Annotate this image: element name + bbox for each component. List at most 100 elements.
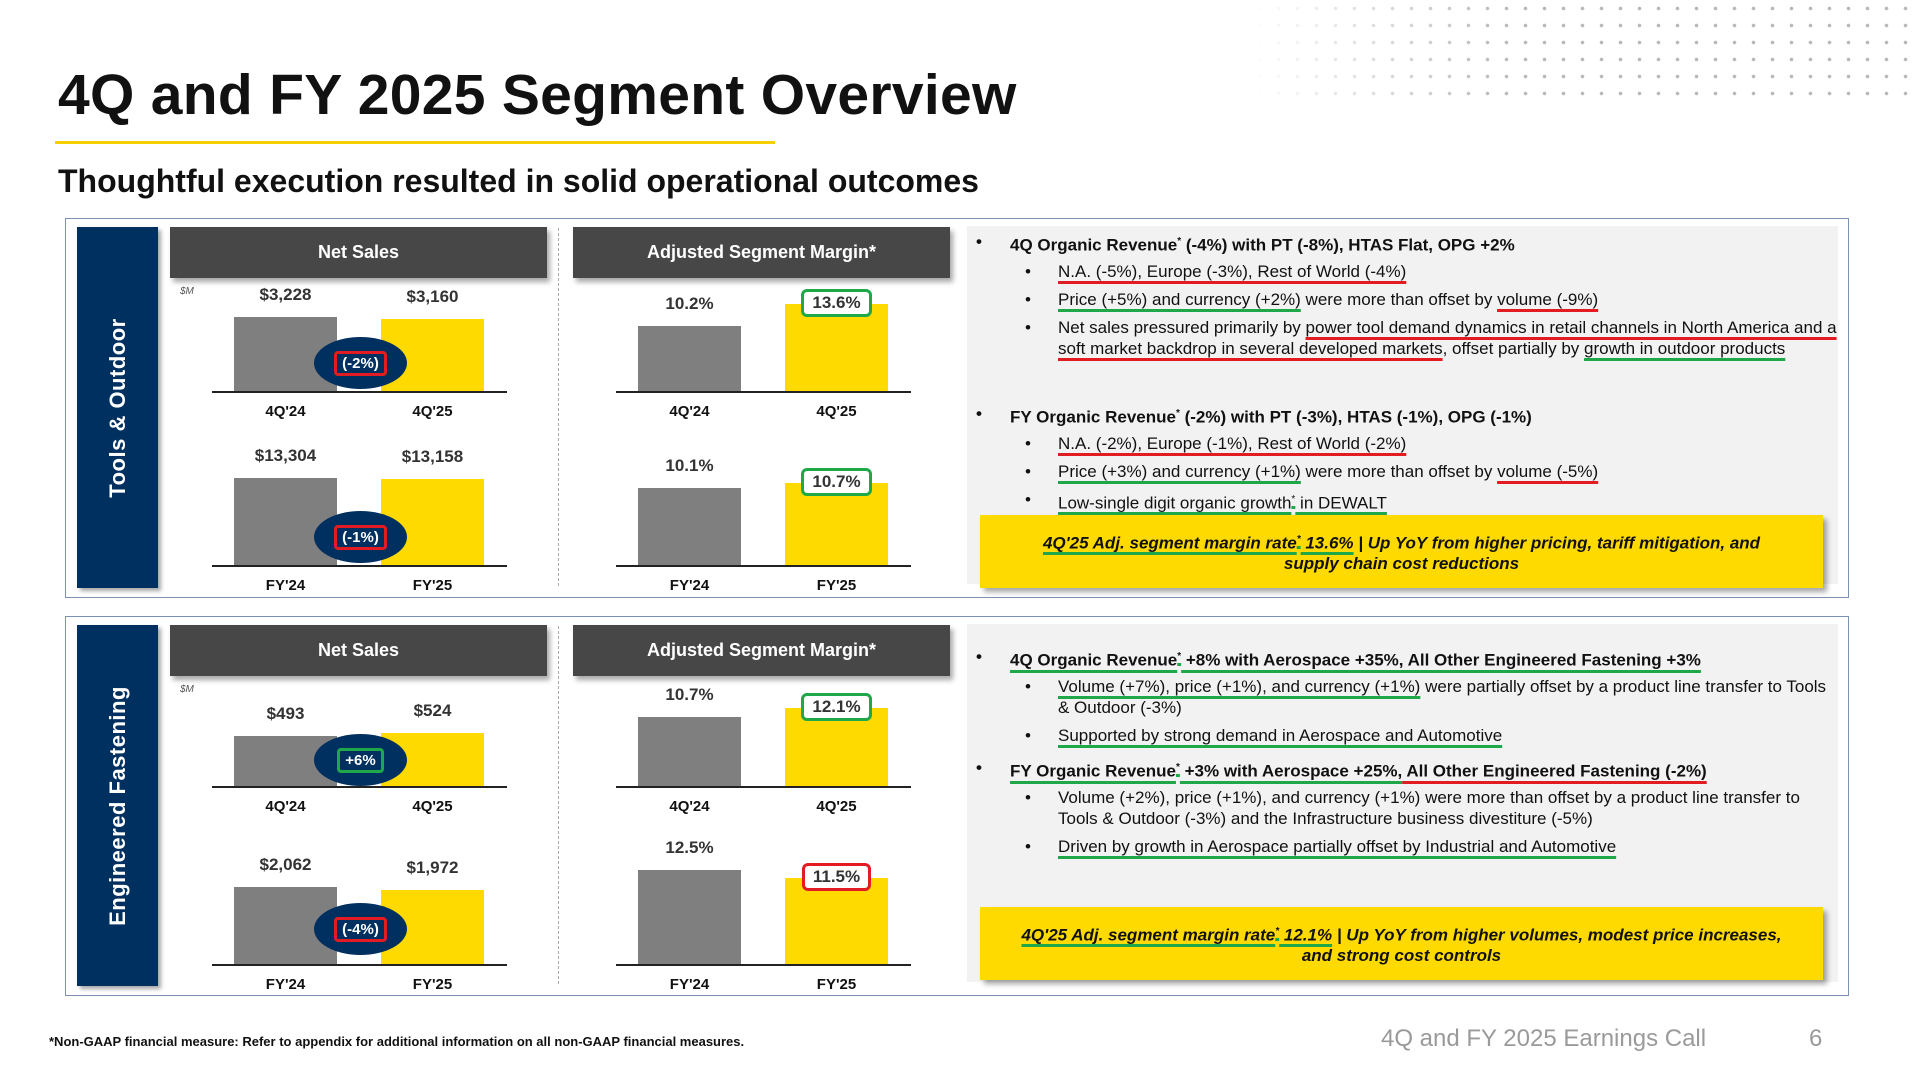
text-run: FY Organic Revenue	[1010, 407, 1176, 427]
value-label: $524	[413, 701, 452, 720]
margin-header: Adjusted Segment Margin*	[573, 625, 950, 676]
bullet-item: Price (+3%) and currency (+1%) were more…	[1025, 461, 1840, 482]
text-run: , offset partially by	[1442, 338, 1584, 358]
text-run: volume (-5%)	[1497, 461, 1599, 481]
chart-net-sales-4q: $3,228 4Q'24 $3,160 4Q'25 (-2%)	[212, 251, 507, 420]
bullet-item: Volume (+7%), price (+1%), and currency …	[1025, 676, 1840, 718]
chart-axis	[616, 964, 911, 966]
chart-margin-fy: 10.1% FY'24 10.7% FY'25	[616, 425, 911, 594]
text-run: growth in outdoor products	[1584, 338, 1786, 358]
text-run: *	[1291, 493, 1296, 505]
chart-axis	[212, 964, 507, 966]
category-label: FY'25	[412, 577, 453, 594]
text-run: N.A. (-2%), Europe (-1%), Rest of World …	[1058, 433, 1407, 453]
text-run: Driven by growth in Aerospace partially …	[1058, 836, 1617, 856]
value-label: 10.2%	[665, 293, 714, 313]
commentary-bullets: N.A. (-2%), Europe (-1%), Rest of World …	[1025, 433, 1840, 514]
text-run: (-4%) with PT (-8%), HTAS Flat, OPG +2%	[1181, 235, 1515, 255]
chart-margin-4q: 10.7% 4Q'24 12.1% 4Q'25	[616, 646, 911, 815]
dot-pattern-decoration	[1250, 0, 1912, 100]
chart-axis	[212, 565, 507, 567]
page-title: 4Q and FY 2025 Segment Overview	[58, 63, 1017, 127]
value-label: 13.6%	[785, 289, 888, 317]
category-label: FY'24	[265, 976, 306, 993]
text-run: 4Q Organic Revenue	[1010, 235, 1178, 255]
segment-name: Engineered Fastening	[104, 685, 130, 926]
highlight-box: 10.7%	[801, 468, 872, 496]
footer-title: 4Q and FY 2025 Earnings Call	[1381, 1025, 1707, 1052]
category-label: FY'24	[669, 577, 710, 594]
text-run: *	[1177, 236, 1182, 247]
text-run: 4Q'25 Adj. segment margin rate	[1042, 533, 1297, 553]
highlight-box: 12.1%	[801, 693, 872, 721]
value-label: 12.1%	[785, 693, 888, 721]
unit-label: $M	[180, 684, 194, 695]
text-run: Supported by strong demand in Aerospace …	[1058, 725, 1503, 745]
bullet-item: Price (+5%) and currency (+2%) were more…	[1025, 289, 1840, 310]
value-label: $3,228	[259, 285, 312, 304]
value-label: $1,972	[406, 858, 459, 878]
title-underline	[55, 141, 775, 144]
commentary-bullets: Volume (+2%), price (+1%), and currency …	[1025, 787, 1840, 857]
bar-fy25	[785, 483, 888, 565]
bullet-item: N.A. (-2%), Europe (-1%), Rest of World …	[1025, 433, 1840, 454]
chart-axis	[212, 391, 507, 393]
bar-4q24	[638, 717, 741, 786]
text-run: were more than offset by	[1300, 289, 1498, 309]
commentary-heading: FY Organic Revenue* +3% with Aerospace +…	[976, 755, 1840, 785]
text-run: | Up YoY from higher volumes, modest pri…	[1301, 925, 1782, 966]
bar-4q25	[785, 304, 888, 391]
value-label: $13,158	[401, 446, 464, 466]
chart-margin-fy: 12.5% FY'24 11.5% FY'25	[616, 824, 911, 993]
bullet-item: N.A. (-5%), Europe (-3%), Rest of World …	[1025, 261, 1840, 282]
change-value: (-2%)	[334, 350, 387, 376]
category-label: FY'25	[412, 976, 453, 993]
category-label: FY'24	[265, 577, 306, 594]
text-run: were more than offset by	[1300, 461, 1498, 481]
commentary-heading: 4Q Organic Revenue* (-4%) with PT (-8%),…	[976, 229, 1840, 259]
net-sales-header: Net Sales	[170, 227, 547, 278]
text-run: 12.1%	[1279, 925, 1333, 945]
text-run: 4Q Organic Revenue	[1010, 650, 1178, 670]
text-run: Volume (+2%), price (+1%), and currency …	[1058, 787, 1800, 828]
page-number: 6	[1809, 1025, 1823, 1052]
commentary-bullets: Volume (+7%), price (+1%), and currency …	[1025, 676, 1840, 746]
text-run: *	[1175, 408, 1180, 419]
commentary-heading: 4Q Organic Revenue* +8% with Aerospace +…	[976, 644, 1840, 674]
value-label: 12.5%	[665, 838, 714, 857]
text-run: *	[1177, 651, 1182, 662]
chart-net-sales-fy: $13,304 FY'24 $13,158 FY'25 (-1%)	[212, 425, 507, 594]
change-badge: (-1%)	[314, 511, 407, 563]
text-run: +3% with Aerospace +25%,	[1179, 761, 1403, 781]
bullet-item: Volume (+2%), price (+1%), and currency …	[1025, 787, 1840, 829]
category-label: FY'25	[816, 577, 857, 594]
text-run: Price (+3%) and currency (+1%)	[1058, 461, 1301, 481]
value-label: $493	[266, 704, 305, 724]
text-run: | Up YoY from higher pricing, tariff mit…	[1283, 533, 1761, 574]
text-run: *	[1175, 762, 1180, 773]
change-value: +6%	[337, 747, 384, 773]
text-run: *	[1275, 925, 1280, 937]
bar-fy25	[785, 877, 888, 964]
text-run: 13.6%	[1300, 533, 1354, 553]
segment-name: Tools & Outdoor	[104, 317, 130, 498]
commentary-heading: FY Organic Revenue* (-2%) with PT (-3%),…	[976, 401, 1840, 431]
commentary-group: FY Organic Revenue* (-2%) with PT (-3%),…	[976, 401, 1840, 520]
bar-fy24	[638, 870, 741, 964]
callout-text: 4Q'25 Adj. segment margin rate* 13.6% | …	[1020, 529, 1783, 575]
category-label: FY'24	[669, 976, 710, 993]
value-label: 10.7%	[665, 685, 714, 705]
footnote: *Non-GAAP financial measure: Refer to ap…	[49, 1034, 745, 1049]
text-run: (-2%) with PT (-3%), HTAS (-1%), OPG (-1…	[1179, 407, 1532, 427]
chart-axis	[212, 786, 507, 788]
text-run: FY Organic Revenue	[1010, 761, 1176, 781]
value-label: $3,160	[406, 286, 459, 306]
unit-label: $M	[180, 286, 194, 297]
value-label: 10.1%	[665, 455, 714, 475]
category-label: 4Q'25	[412, 798, 453, 815]
commentary-group: 4Q Organic Revenue* (-4%) with PT (-8%),…	[976, 229, 1840, 366]
category-label: 4Q'24	[669, 798, 710, 815]
text-run: were partially offset by a product line …	[1058, 676, 1827, 717]
bar-fy24	[638, 487, 741, 565]
highlight-box: 13.6%	[801, 289, 872, 317]
